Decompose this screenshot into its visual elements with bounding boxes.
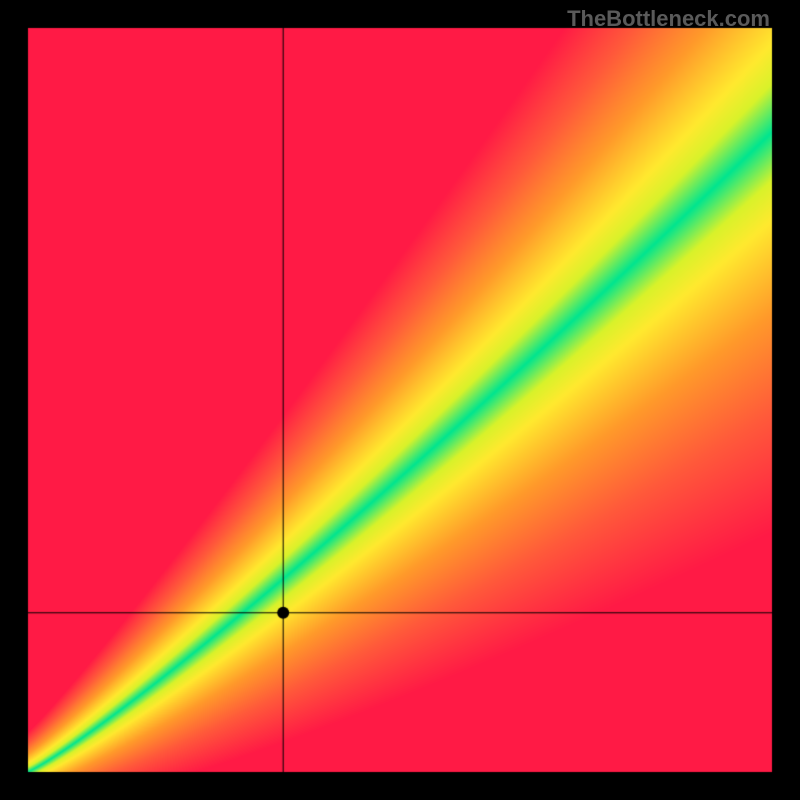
chart-container: TheBottleneck.com [0,0,800,800]
attribution-text: TheBottleneck.com [567,6,770,32]
heatmap-canvas [0,0,800,800]
